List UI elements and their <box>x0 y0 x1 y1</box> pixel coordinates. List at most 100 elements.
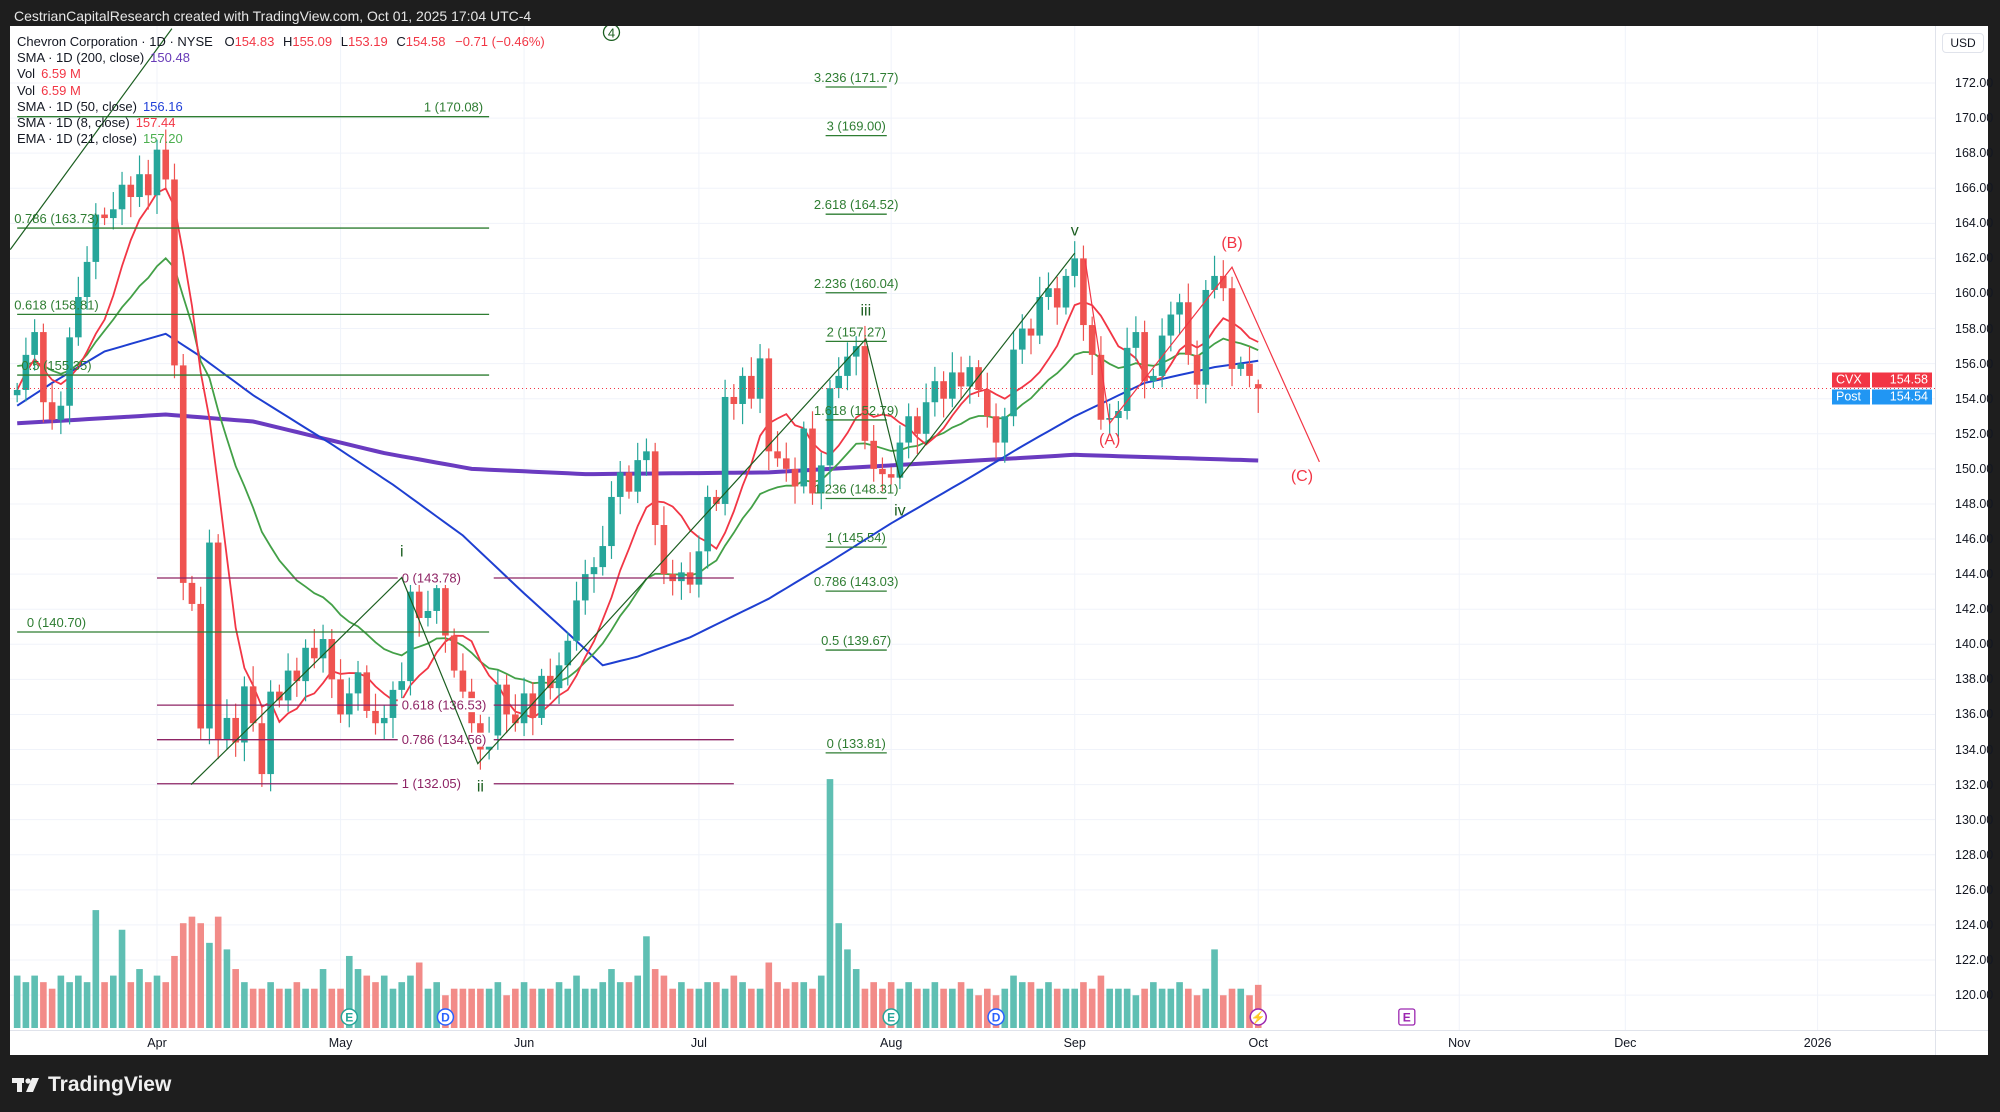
volume-bar <box>669 988 676 1028</box>
candle-body <box>547 675 554 689</box>
candle-body <box>573 600 580 641</box>
event-marker <box>882 1008 900 1026</box>
candle-body <box>599 546 607 568</box>
indicator-legend-row[interactable]: Vol 6.59 M <box>17 83 545 99</box>
candle-body <box>616 472 624 497</box>
volume-bar <box>520 982 528 1028</box>
candle-body <box>1150 375 1157 382</box>
candle-body <box>328 639 336 680</box>
candle-body <box>940 381 947 399</box>
fib-label-bg <box>397 698 494 713</box>
volume-bar <box>1010 975 1017 1028</box>
tradingview-logo[interactable]: TradingView <box>12 1073 171 1097</box>
volume-bar <box>48 988 56 1028</box>
candle-body <box>1062 275 1070 308</box>
price-axis-tick: 154.00 <box>1955 391 1994 406</box>
symbol-title: Chevron Corporation · 1D · NYSE <box>17 34 213 49</box>
candle-body <box>232 717 239 743</box>
price-axis-tick: 128.00 <box>1955 847 1994 862</box>
elliott-wave-line <box>190 252 1076 786</box>
candle-body <box>127 184 135 198</box>
candle-body <box>625 472 633 492</box>
volume-bar <box>241 982 248 1028</box>
time-axis-label: Apr <box>147 1036 167 1050</box>
volume-bar <box>1246 995 1253 1028</box>
price-axis-tick: 160.00 <box>1955 286 1994 301</box>
volume-bar <box>494 982 502 1028</box>
volume-bar <box>433 982 440 1028</box>
chart-frame[interactable] <box>10 26 1988 1055</box>
candle-body <box>975 367 982 390</box>
candle-body <box>494 684 502 736</box>
candle-body <box>144 174 152 196</box>
candle-body <box>957 372 965 387</box>
candle-body <box>153 149 161 196</box>
wave-label: iii <box>860 302 871 319</box>
volume-bar <box>171 955 178 1028</box>
time-axis-label: Jul <box>690 1036 707 1050</box>
time-axis-label: May <box>328 1036 353 1050</box>
indicator-name: EMA · 1D (21, close) <box>17 131 137 147</box>
tradingview-logo-icon <box>12 1078 39 1092</box>
indicator-legend-row[interactable]: EMA · 1D (21, close) 157.20 <box>17 131 545 147</box>
candle-body <box>302 647 309 682</box>
candle-body <box>555 665 563 689</box>
candle-body <box>765 358 773 452</box>
candle-body <box>442 588 449 636</box>
volume-bar <box>1211 949 1218 1028</box>
wave-label: i <box>400 544 404 561</box>
time-axis-label: Aug <box>880 1036 903 1050</box>
price-axis-tick: 172.00 <box>1955 76 1994 90</box>
close-label: C <box>396 34 406 49</box>
event-marker-label: D <box>441 1011 450 1025</box>
candle-body <box>992 416 1000 443</box>
volume-bar <box>905 982 912 1028</box>
candle-body <box>1237 363 1245 369</box>
open-label: O <box>224 34 235 49</box>
candle-body <box>1202 289 1210 385</box>
currency-button[interactable]: USD <box>1942 33 1984 53</box>
candle-body <box>1018 328 1026 350</box>
indicator-legend-row[interactable]: SMA · 1D (200, close) 150.48 <box>17 50 545 66</box>
candle-body <box>267 691 274 775</box>
volume-bar <box>83 982 91 1028</box>
price-axis-tick: 150.00 <box>1955 461 1994 476</box>
price-label-name: CVX <box>1832 372 1870 388</box>
candle-body <box>1228 288 1236 369</box>
event-marker <box>1398 1008 1416 1026</box>
candle-body <box>66 337 73 406</box>
time-axis-label: Oct <box>1248 1036 1268 1050</box>
candle-body <box>171 179 178 366</box>
indicator-legend-row[interactable]: SMA · 1D (50, close) 156.16 <box>17 99 545 115</box>
candle-body <box>311 647 318 659</box>
candle-body <box>345 693 353 715</box>
candle-body <box>293 670 301 682</box>
candle-body <box>1088 325 1096 355</box>
candle-body <box>984 389 991 417</box>
fib-level-label: 1 (132.05) <box>402 776 461 791</box>
volume-bar <box>713 982 720 1028</box>
candle-body <box>1219 275 1227 289</box>
volume-bar <box>337 988 344 1028</box>
volume-bar <box>354 969 362 1028</box>
indicator-legend-row[interactable]: SMA · 1D (8, close) 157.44 <box>17 115 545 131</box>
volume-bar <box>110 975 117 1028</box>
volume-bar <box>101 982 108 1028</box>
candle-body <box>503 684 510 715</box>
candle-body <box>852 346 860 357</box>
fib-level-label: 0.786 (143.03) <box>814 574 899 589</box>
candle-body <box>1167 314 1175 336</box>
change-value: −0.71 (−0.46%) <box>455 34 545 49</box>
candle-body <box>660 525 668 575</box>
volume-bar <box>1167 988 1175 1028</box>
symbol-legend-row[interactable]: Chevron Corporation · 1D · NYSE O154.83 … <box>17 34 545 50</box>
volume-bar <box>774 982 781 1028</box>
indicator-legend-row[interactable]: Vol 6.59 M <box>17 66 545 82</box>
event-marker <box>1249 1008 1267 1026</box>
candle-body <box>861 346 869 441</box>
volume-bar <box>136 969 143 1028</box>
wave-label-group: (A) <box>1099 431 1120 448</box>
volume-bar <box>1045 982 1052 1028</box>
volume-bar <box>765 962 773 1028</box>
